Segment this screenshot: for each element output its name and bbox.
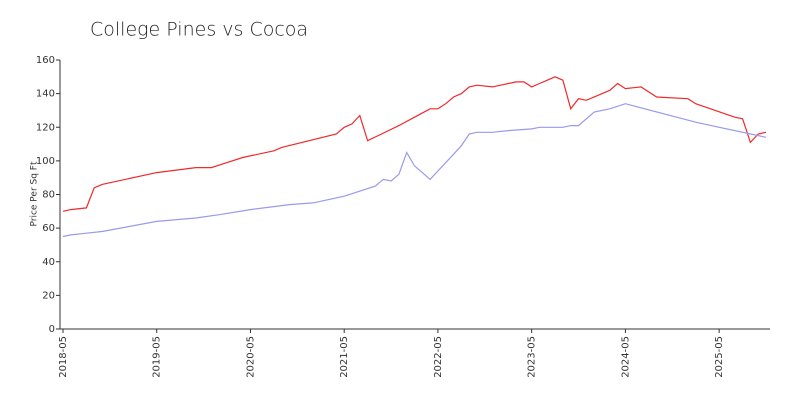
x-tick-label: 2025-05: [714, 336, 725, 378]
x-tick-label: 2019-05: [152, 336, 163, 378]
x-tick-label: 2018-05: [58, 336, 69, 378]
y-tick-label: 100: [36, 156, 55, 167]
x-tick-label: 2021-05: [339, 336, 350, 378]
y-axis-label: Price Per Sq Ft: [30, 161, 40, 226]
x-tick-label: 2022-05: [433, 336, 444, 378]
x-tick-label: 2023-05: [527, 336, 538, 378]
y-tick-label: 120: [36, 122, 55, 133]
series-line: [62, 103, 767, 238]
series-line: [62, 76, 767, 212]
y-tick-label: 0: [49, 324, 55, 335]
y-tick-label: 140: [36, 89, 55, 100]
y-tick-label: 80: [42, 190, 55, 201]
y-tick-label: 60: [42, 223, 55, 234]
y-tick-label: 160: [36, 55, 55, 66]
chart-title: College Pines vs Cocoa: [90, 19, 308, 41]
x-tick-label: 2024-05: [620, 336, 631, 378]
y-tick-label: 20: [42, 290, 55, 301]
y-tick-label: 40: [42, 257, 55, 268]
x-tick-label: 2020-05: [245, 336, 256, 378]
